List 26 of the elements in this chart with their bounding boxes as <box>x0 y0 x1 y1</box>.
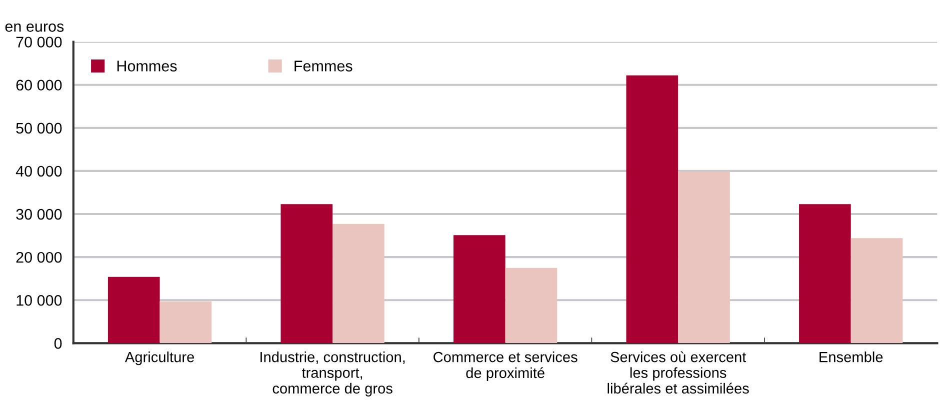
y-tick-label: 50 000 <box>16 122 62 134</box>
legend-label: Hommes <box>117 60 177 72</box>
x-tick-label: Agriculture <box>124 352 194 366</box>
x-tick-label: Services où exercent les professions libérales et assimilées <box>608 351 749 394</box>
bar <box>280 204 333 344</box>
bar <box>108 276 160 344</box>
bar <box>332 224 384 344</box>
bar <box>626 75 678 344</box>
x-tick-label: Commerce et services de proximité <box>434 352 578 382</box>
bar <box>453 235 506 344</box>
y-axis-title: en euros <box>5 23 64 32</box>
y-tick-label: 10 000 <box>16 294 62 306</box>
legend-label: Femmes <box>294 60 352 72</box>
bar <box>850 238 903 344</box>
bar <box>799 204 851 344</box>
bar <box>505 268 558 344</box>
x-tick-label: Industrie, construction, transport, commerce de gros <box>260 352 405 397</box>
y-tick-label: 40 000 <box>16 166 62 177</box>
x-tick-label: Ensemble <box>820 352 883 362</box>
y-tick-label: 60 000 <box>16 80 62 91</box>
bar <box>678 171 730 344</box>
y-tick-label: 20 000 <box>16 252 62 263</box>
y-tick-label: 30 000 <box>16 208 62 220</box>
y-tick-label: 0 <box>54 338 62 349</box>
bar <box>160 301 212 344</box>
y-tick-label: 70 000 <box>16 36 62 48</box>
